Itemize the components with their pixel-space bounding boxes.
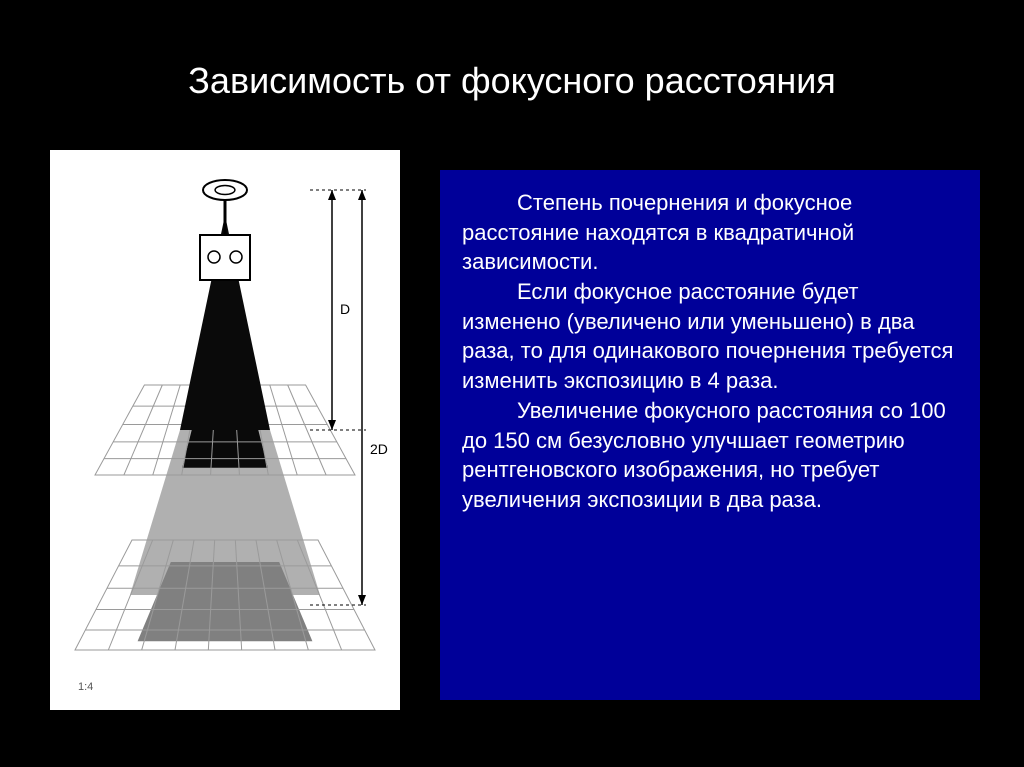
page-title: Зависимость от фокусного расстояния [0,60,1024,102]
svg-text:D: D [340,301,350,317]
svg-text:1:4: 1:4 [78,681,93,693]
diagram-svg: D 2D 1:4 [50,150,400,710]
explanation-panel: Степень почернения и фокусное расстояние… [440,170,980,700]
paragraph-1: Степень почернения и фокусное расстояние… [462,188,958,277]
paragraph-3: Увеличение фокусного расстояния со 100 д… [462,396,958,515]
paragraph-2: Если фокусное расстояние будет изменено … [462,277,958,396]
focal-distance-diagram: D 2D 1:4 [50,150,400,710]
svg-text:2D: 2D [370,441,388,457]
